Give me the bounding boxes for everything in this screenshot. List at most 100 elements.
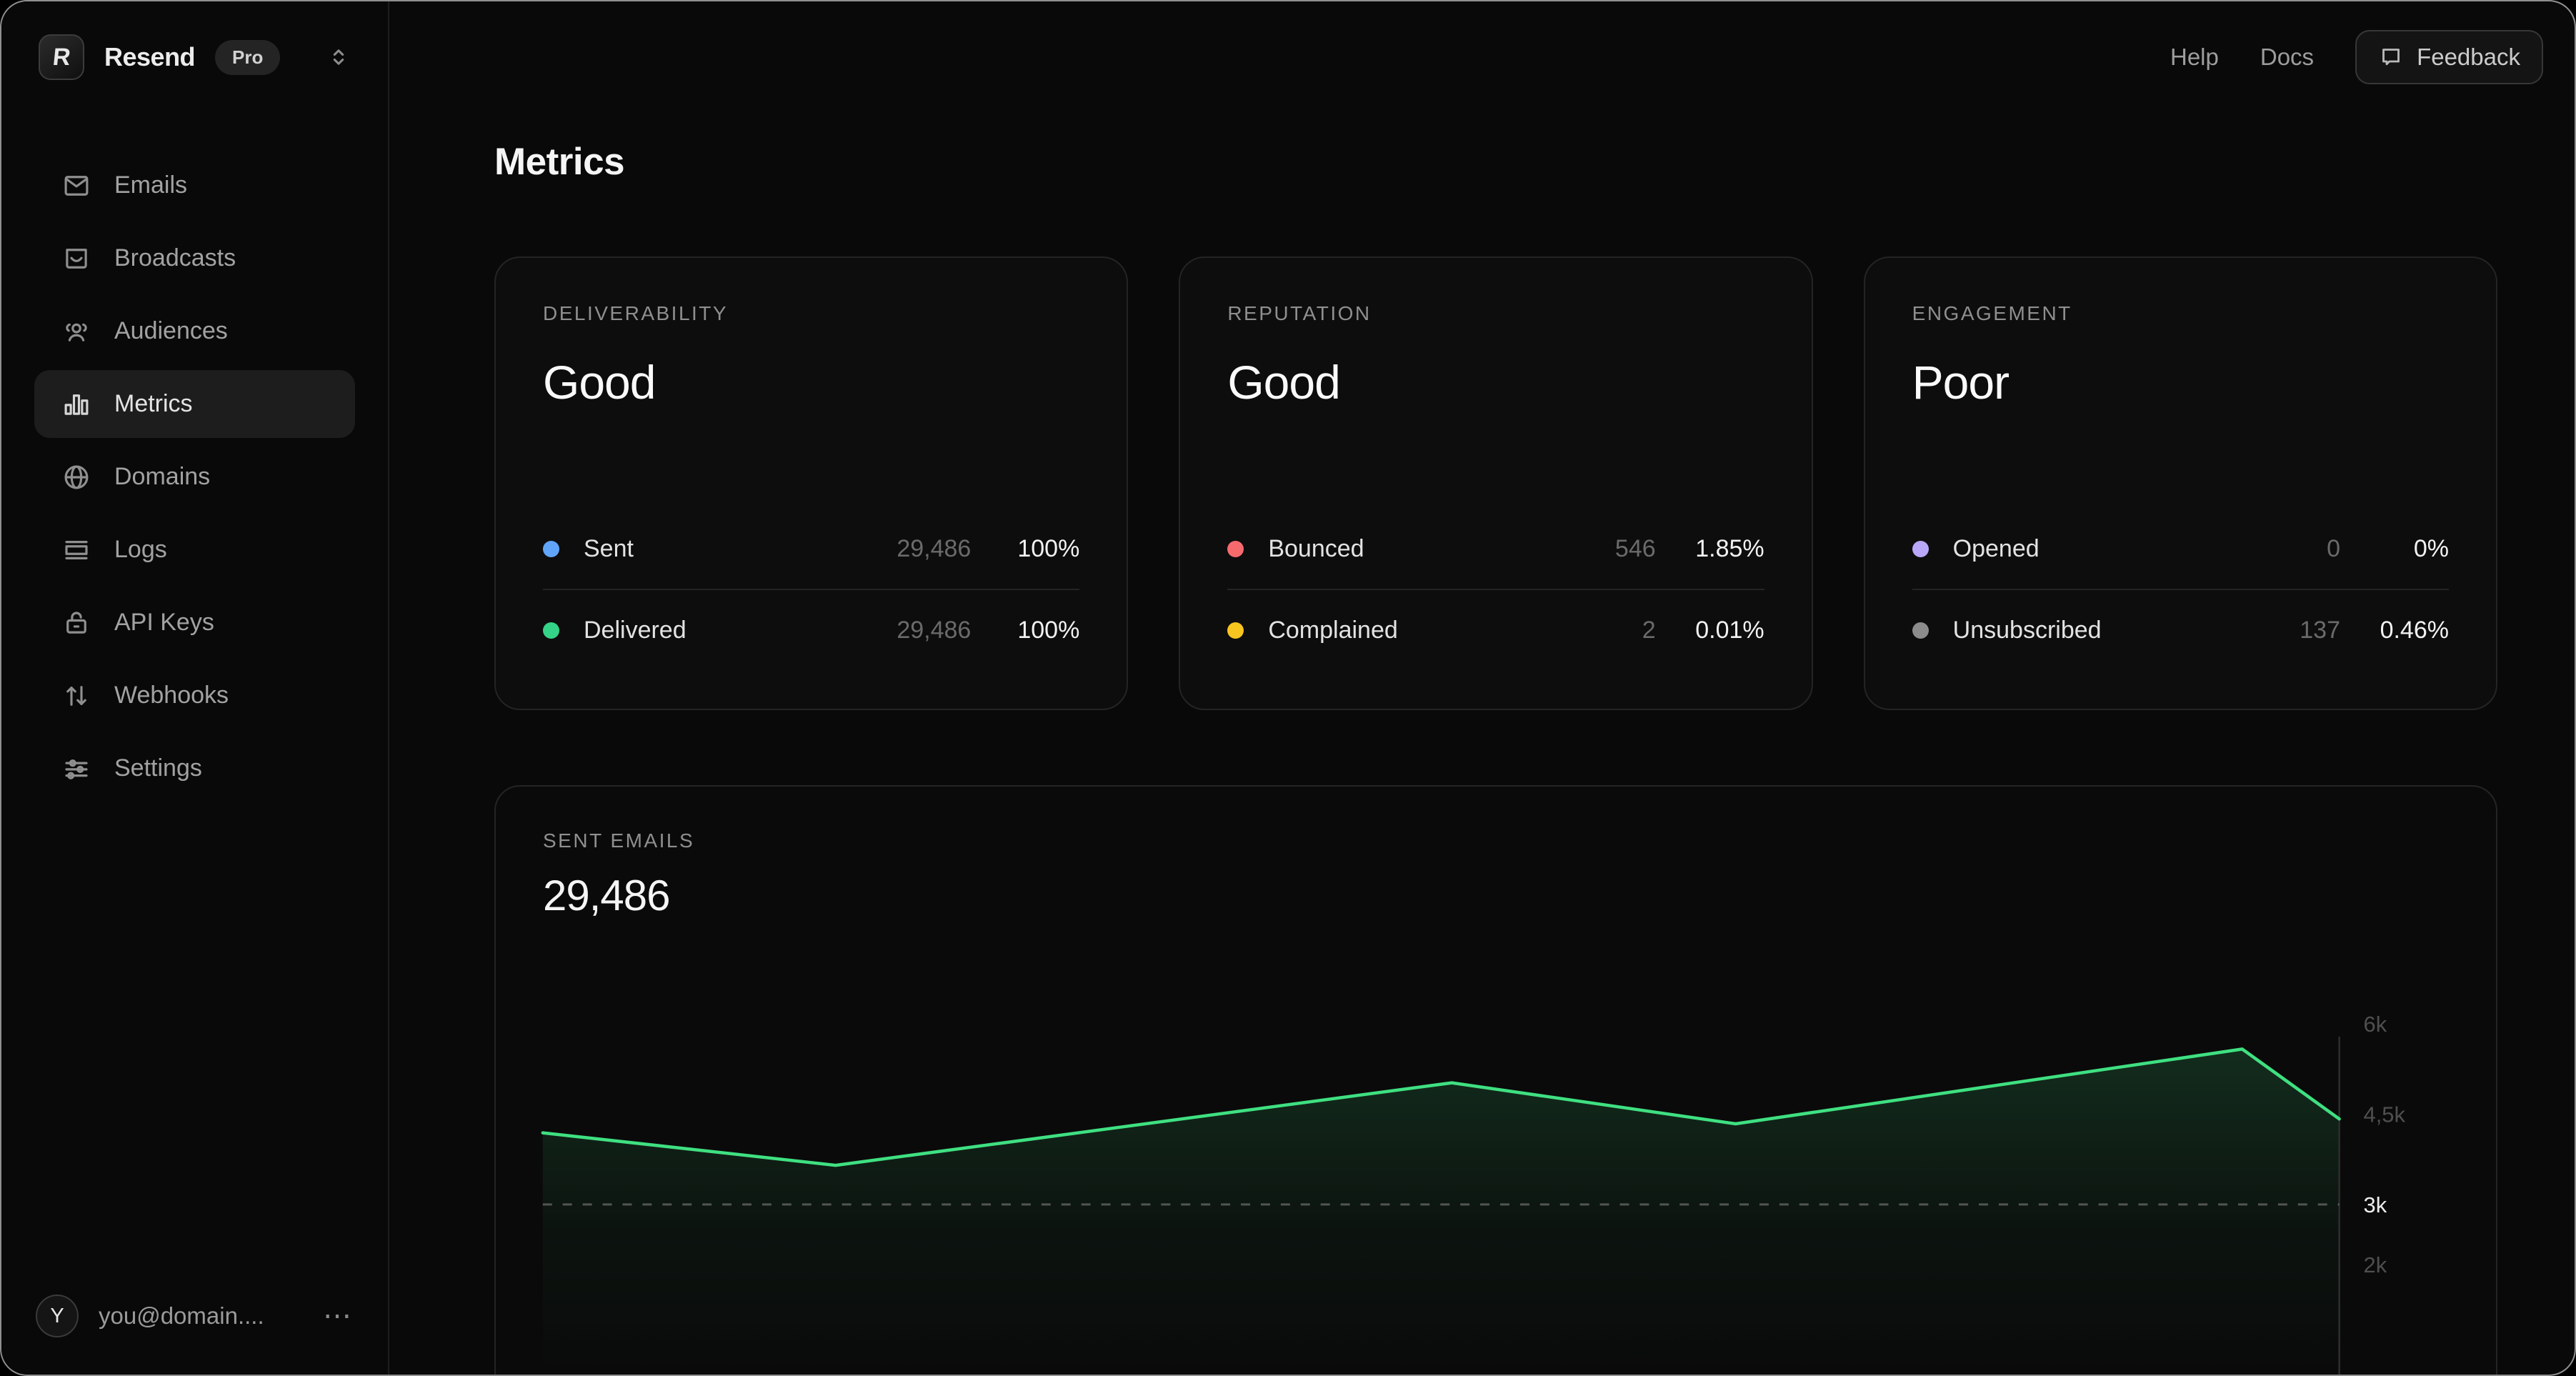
card-label: DELIVERABILITY	[543, 302, 729, 324]
row-divider	[1227, 589, 1764, 590]
resend-logo: R	[39, 34, 84, 80]
row-percent: 0%	[2413, 534, 2449, 562]
row-name: Bounced	[1268, 534, 1364, 562]
metric-row-opened: Opened 0 0%	[1912, 509, 2449, 589]
user-email: you@domain....	[99, 1302, 264, 1329]
rows-icon	[65, 540, 88, 559]
row-name: Sent	[584, 534, 634, 562]
card-rows: Opened 0 0% Unsubscribed 137 0.46%	[1912, 509, 2449, 670]
delivered-dot-icon	[543, 622, 559, 639]
row-count: 137	[2300, 616, 2340, 644]
card-rows: Bounced 546 1.85% Complained 2 0.01%	[1227, 509, 1764, 670]
plan-badge: Pro	[215, 39, 281, 75]
card-status: Good	[543, 356, 656, 409]
row-percent: 0.01%	[1695, 616, 1764, 644]
row-count: 2	[1642, 616, 1656, 644]
metric-row-sent: Sent 29,486 100%	[543, 509, 1079, 589]
chart-svg: 6k 4,5k 3k 2k	[541, 1012, 2406, 1375]
metric-row-delivered: Delivered 29,486 100%	[543, 590, 1079, 670]
chart-area-fill	[542, 1049, 2340, 1375]
main-content: Help Docs Feedback Metrics DELIVERABILIT…	[389, 1, 2575, 1375]
sent-dot-icon	[543, 540, 559, 557]
sidebar-item-webhooks[interactable]: Webhooks	[34, 662, 355, 729]
sidebar-item-metrics[interactable]: Metrics	[34, 370, 355, 438]
help-link[interactable]: Help	[2170, 44, 2219, 70]
sidebar-item-label: Emails	[114, 171, 188, 199]
sidebar-item-broadcasts[interactable]: Broadcasts	[34, 224, 355, 292]
row-name: Unsubscribed	[1952, 616, 2102, 644]
sidebar-item-settings[interactable]: Settings	[34, 734, 355, 802]
metric-row-bounced: Bounced 546 1.85%	[1227, 509, 1764, 589]
row-divider	[1912, 589, 2449, 590]
user-menu-button[interactable]: ⋯	[323, 1302, 354, 1330]
bar-chart-icon	[64, 394, 89, 415]
row-percent: 0.46%	[2380, 616, 2449, 644]
chart-card-label: SENT EMAILS	[543, 829, 695, 852]
card-label: ENGAGEMENT	[1912, 302, 2072, 324]
row-name: Complained	[1268, 616, 1398, 644]
card-rows: Sent 29,486 100% Delivered 29,486 100%	[543, 509, 1080, 670]
ellipsis-icon: ⋯	[323, 1300, 354, 1332]
feedback-button[interactable]: Feedback	[2355, 30, 2543, 84]
workspace-switcher[interactable]: R Resend Pro	[34, 31, 355, 83]
sidebar-item-logs[interactable]: Logs	[34, 516, 355, 584]
card-status: Good	[1227, 356, 1340, 409]
row-count: 546	[1614, 534, 1656, 562]
chat-bubble-icon	[2382, 49, 2400, 66]
sidebar-item-label: Metrics	[114, 390, 193, 417]
sidebar-item-audiences[interactable]: Audiences	[34, 297, 355, 365]
users-icon	[66, 323, 87, 341]
chart-y-tick-labels: 6k 4,5k 3k 2k	[2364, 1012, 2406, 1277]
row-name: Opened	[1952, 534, 2040, 562]
avatar-initial: Y	[50, 1304, 64, 1327]
globe-icon	[64, 465, 89, 489]
page-title: Metrics	[494, 141, 625, 183]
row-percent: 100%	[1017, 534, 1080, 562]
unsubscribed-dot-icon	[1912, 622, 1929, 639]
y-tick-label: 3k	[2364, 1192, 2387, 1217]
sidebar-item-api-keys[interactable]: API Keys	[34, 589, 355, 657]
resend-logo-letter: R	[51, 43, 72, 71]
sidebar-item-label: Broadcasts	[114, 244, 236, 271]
row-count: 0	[2327, 534, 2340, 562]
reputation-card: REPUTATION Good Bounced 546 1.85% Compla…	[1179, 256, 1813, 710]
y-tick-label: 6k	[2364, 1012, 2387, 1037]
sidebar-item-label: Webhooks	[114, 682, 229, 709]
arrows-up-down-icon	[66, 685, 86, 706]
deliverability-card: DELIVERABILITY Good Sent 29,486 100% Del…	[494, 256, 1129, 710]
sidebar-nav: Emails Broadcasts Audiences Metrics Doma…	[34, 151, 355, 802]
feedback-label: Feedback	[2417, 44, 2520, 70]
topbar: Help Docs Feedback	[2170, 30, 2543, 84]
lock-icon	[66, 611, 86, 634]
engagement-card: ENGAGEMENT Poor Opened 0 0% Unsubscribed…	[1863, 256, 2497, 710]
sidebar-item-domains[interactable]: Domains	[34, 443, 355, 511]
metric-row-complained: Complained 2 0.01%	[1227, 590, 1764, 670]
sent-emails-total: 29,486	[543, 872, 671, 919]
opened-dot-icon	[1912, 540, 1929, 557]
card-label: REPUTATION	[1227, 302, 1372, 324]
sidebar-item-label: Logs	[114, 536, 167, 563]
mail-icon	[64, 175, 89, 196]
sliders-icon	[65, 759, 88, 779]
user-account[interactable]: Y you@domain.... ⋯	[34, 1290, 355, 1342]
sidebar-item-label: Domains	[114, 463, 211, 490]
sidebar-item-emails[interactable]: Emails	[34, 151, 355, 219]
row-count: 29,486	[897, 534, 972, 562]
y-tick-label: 2k	[2364, 1252, 2387, 1277]
sidebar-item-label: Audiences	[114, 317, 228, 344]
brand-name: Resend	[104, 42, 196, 71]
row-percent: 1.85%	[1695, 534, 1764, 562]
complained-dot-icon	[1227, 622, 1244, 639]
sidebar-item-label: Settings	[114, 754, 202, 782]
card-status: Poor	[1912, 356, 2010, 409]
chevron-up-down-icon	[333, 49, 344, 65]
row-divider	[543, 589, 1080, 590]
sent-emails-card: SENT EMAILS 29,486 6k 4,5k 3k 2k	[494, 785, 2497, 1375]
docs-link[interactable]: Docs	[2260, 44, 2315, 70]
broadcast-icon	[66, 248, 87, 269]
row-percent: 100%	[1017, 616, 1080, 644]
sidebar: R Resend Pro Emails Broadcasts Audiences	[1, 1, 389, 1375]
row-name: Delivered	[584, 616, 687, 644]
y-tick-label: 4,5k	[2364, 1102, 2406, 1127]
